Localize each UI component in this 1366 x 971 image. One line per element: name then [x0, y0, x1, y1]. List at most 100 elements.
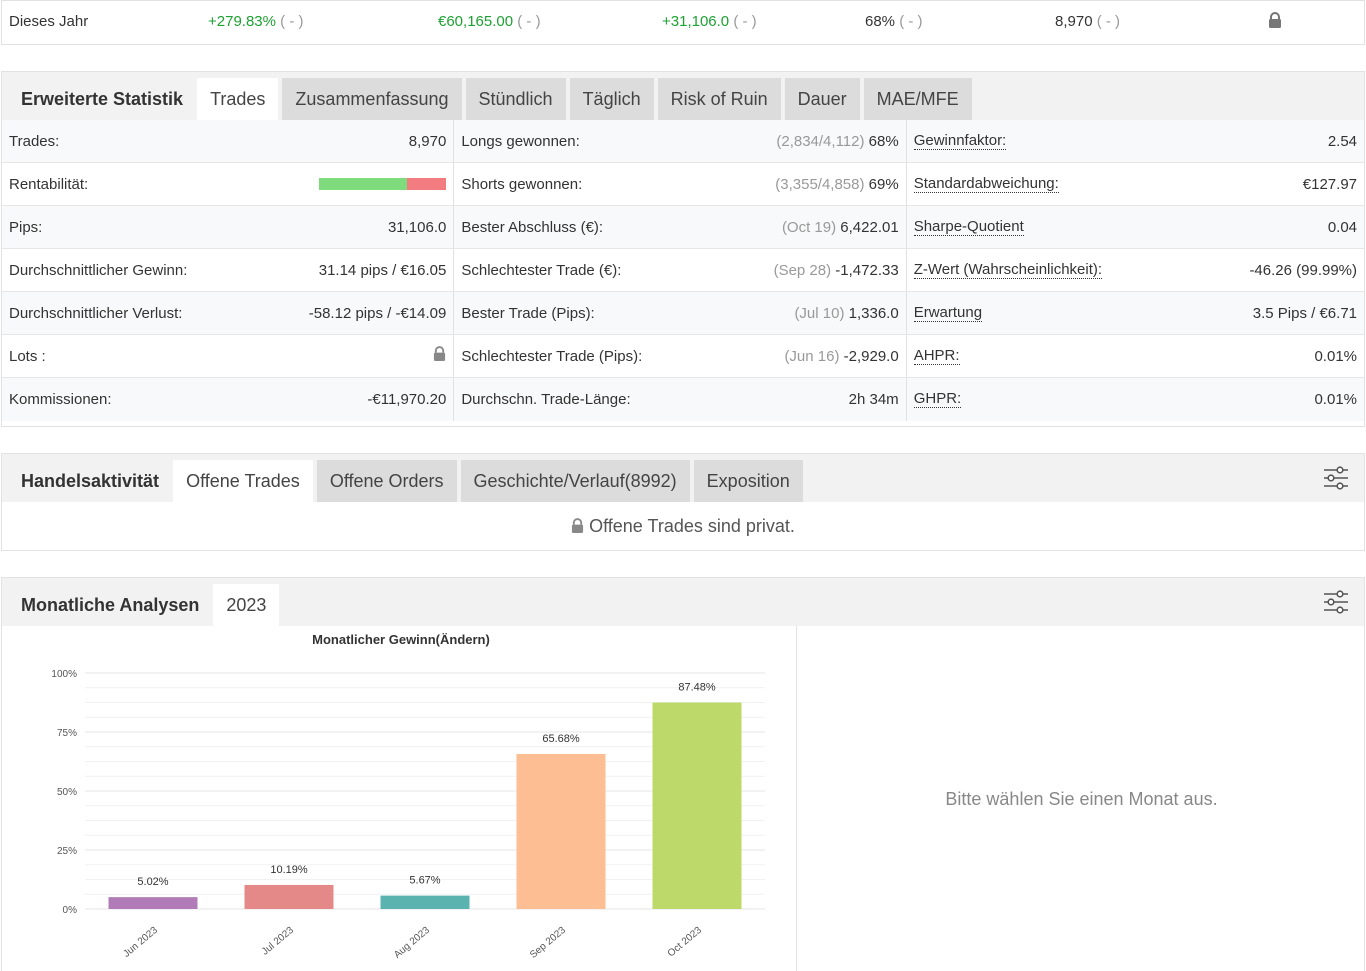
stat-row-longs-won: Longs gewonnen: (2,834/4,112) 68%	[454, 120, 906, 163]
monthly-profit-chart-svg: Monatlicher Gewinn(Ändern) 100% 75% 50% 25%…	[51, 632, 765, 961]
stat-row-profitability: Rentabilität:	[2, 163, 454, 206]
stat-value: 68%	[868, 132, 899, 150]
stat-value: 69%	[868, 175, 899, 193]
stat-note: (Jun 16)	[784, 347, 840, 365]
profitability-bar-win	[319, 178, 407, 190]
tab-summary[interactable]: Zusammenfassung	[282, 78, 462, 120]
stat-label: Pips:	[9, 218, 43, 236]
monthly-panel-title: Monatliche Analysen	[21, 594, 200, 615]
stat-note: (Sep 28)	[773, 261, 832, 279]
summary-trades: 8,970 ( - )	[1055, 13, 1120, 30]
x-tick-label: Aug 2023	[392, 925, 432, 961]
summary-row: Dieses Jahr +279.83% ( - ) €60,165.00 ( …	[1, 0, 1365, 45]
stat-value: -€11,970.20	[367, 391, 447, 408]
stat-label: Trades:	[9, 132, 60, 150]
stat-row-worst-trade-eur: Schlechtester Trade (€): (Sep 28) -1,472.…	[454, 249, 906, 292]
stat-label: Rentabilität:	[9, 175, 89, 193]
stat-row-avg-trade-length: Durchschn. Trade-Länge: 2h 34m	[454, 378, 906, 421]
stat-value: 3.5 Pips / €6.71	[1252, 304, 1358, 322]
stat-label: Shorts gewonnen:	[461, 175, 583, 193]
x-tick-label: Jul 2023	[260, 925, 296, 958]
summary-period: Dieses Jahr	[9, 13, 89, 30]
bar-value-label: 65.68%	[542, 733, 580, 745]
bar-jun-2023	[108, 897, 198, 909]
stat-label: Longs gewonnen:	[461, 132, 580, 150]
stat-label[interactable]: Z-Wert (Wahrscheinlichkeit):	[913, 260, 1103, 279]
stat-value: 0.01%	[1314, 347, 1358, 365]
chart-title: Monatlicher Gewinn(Ändern)	[312, 632, 490, 647]
bar-aug-2023	[380, 895, 470, 909]
stat-value: -1,472.33	[835, 261, 899, 279]
tab-open-orders[interactable]: Offene Orders	[316, 460, 457, 502]
stat-row-worst-trade-pips: Schlechtester Trade (Pips): (Jun 16) -2,9…	[454, 335, 906, 378]
stat-row-ahpr: AHPR: 0.01%	[906, 335, 1365, 378]
stat-value: 8,970	[408, 132, 447, 150]
summary-won: 68% ( - )	[865, 13, 923, 30]
lock-icon	[1268, 12, 1282, 33]
bar-jul-2023	[244, 884, 334, 909]
stats-tabbar: Erweiterte Statistik Trades Zusammenfass…	[2, 72, 1364, 120]
stat-row-commissions: Kommissionen: -€11,970.20	[2, 378, 454, 421]
tab-mae-mfe[interactable]: MAE/MFE	[863, 78, 972, 120]
profitability-bar	[319, 178, 447, 190]
advanced-statistics-panel: Erweiterte Statistik Trades Zusammenfass…	[1, 71, 1365, 427]
stat-note: (3,355/4,858)	[775, 175, 865, 193]
stats-column-1: Trades: 8,970 Rentabilität: Pips: 31,106.0…	[2, 120, 455, 421]
tab-history[interactable]: Geschichte/Verlauf(8992)	[460, 460, 690, 502]
stat-value: 2h 34m	[848, 391, 899, 408]
y-tick-label: 75%	[57, 728, 77, 739]
profitability-bar-loss	[406, 178, 447, 190]
stat-value: 2.54	[1327, 132, 1358, 150]
stat-label[interactable]: GHPR:	[913, 390, 962, 408]
tab-exposure[interactable]: Exposition	[693, 460, 803, 502]
tab-open-trades[interactable]: Offene Trades	[173, 460, 313, 502]
stat-value: 31,106.0	[387, 218, 447, 236]
stats-grid: Trades: 8,970 Rentabilität: Pips: 31,106.0…	[2, 120, 1365, 421]
x-tick-label: Sep 2023	[528, 925, 568, 961]
stat-label[interactable]: Standardabweichung:	[913, 174, 1059, 193]
activity-panel-title: Handelsaktivität	[21, 470, 160, 491]
tab-duration[interactable]: Dauer	[784, 78, 860, 120]
stat-row-ghpr: GHPR: 0.01%	[906, 378, 1365, 421]
stats-column-2: Longs gewonnen: (2,834/4,112) 68% Shorts …	[454, 120, 907, 421]
tab-hourly[interactable]: Stündlich	[465, 78, 566, 120]
tab-year-2023[interactable]: 2023	[213, 584, 280, 626]
stat-value: 31.14 pips / €16.05	[318, 261, 447, 279]
filter-settings-icon[interactable]	[1323, 590, 1349, 614]
stat-row-expectancy: Erwartung 3.5 Pips / €6.71	[906, 292, 1365, 335]
y-tick-label: 100%	[51, 669, 77, 680]
bar-sep-2023	[516, 753, 606, 909]
monthly-tabbar: Monatliche Analysen 2023	[2, 578, 1364, 626]
stats-column-3: Gewinnfaktor: 2.54 Standardabweichung: €12…	[906, 120, 1365, 421]
stat-label: Kommissionen:	[9, 391, 112, 408]
summary-profit-value: €60,165.00	[438, 13, 514, 30]
stat-label: Durchschn. Trade-Länge:	[461, 391, 631, 408]
lock-icon	[571, 518, 584, 534]
stat-value: 1,336.0	[848, 304, 899, 322]
summary-won-value: 68%	[865, 13, 896, 30]
trading-activity-panel: Handelsaktivität Offene Trades Offene Or…	[1, 453, 1365, 551]
bar-value-label: 5.67%	[409, 875, 440, 887]
summary-gain-value: +279.83%	[208, 13, 276, 30]
stat-label: Durchschnittlicher Verlust:	[9, 304, 183, 322]
stat-row-sharpe-ratio: Sharpe-Quotient 0.04	[906, 206, 1365, 249]
stat-label[interactable]: AHPR:	[913, 346, 960, 365]
stat-label: Lots :	[9, 347, 46, 365]
y-tick-label: 25%	[57, 846, 77, 857]
stat-label: Bester Abschluss (€):	[461, 218, 604, 236]
stat-label[interactable]: Erwartung	[913, 303, 983, 322]
stat-row-std-deviation: Standardabweichung: €127.97	[906, 163, 1365, 206]
stat-value: 6,422.01	[840, 218, 899, 236]
stat-label[interactable]: Sharpe-Quotient	[913, 217, 1024, 236]
summary-pips: +31,106.0 ( - )	[662, 13, 757, 30]
stat-label[interactable]: Gewinnfaktor:	[913, 131, 1007, 150]
summary-pips-suffix: ( - )	[733, 13, 757, 30]
stat-row-avg-win: Durchschnittlicher Gewinn: 31.14 pips / €…	[2, 249, 454, 292]
stat-label: Bester Trade (Pips):	[461, 304, 595, 322]
tab-daily[interactable]: Täglich	[569, 78, 654, 120]
summary-pips-value: +31,106.0	[662, 13, 730, 30]
tab-risk-of-ruin[interactable]: Risk of Ruin	[657, 78, 781, 120]
filter-settings-icon[interactable]	[1323, 466, 1349, 490]
tab-trades[interactable]: Trades	[197, 78, 279, 120]
stat-value: €127.97	[1302, 175, 1358, 193]
